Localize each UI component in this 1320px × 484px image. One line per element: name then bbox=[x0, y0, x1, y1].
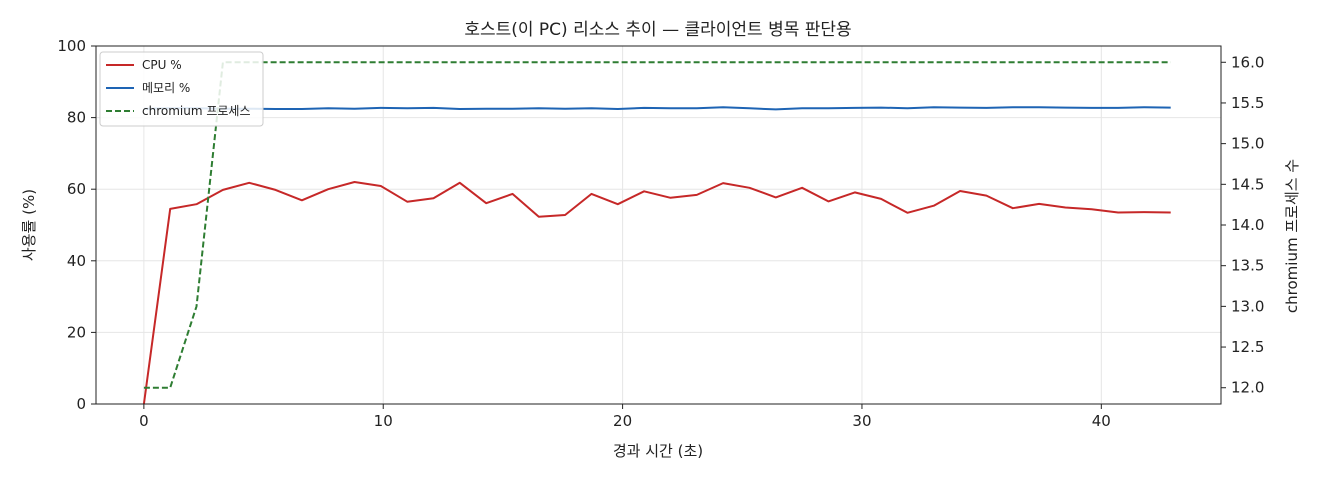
legend-box bbox=[99, 51, 264, 127]
x-tick-label: 0 bbox=[139, 412, 149, 430]
legend-label-chromium: chromium 프로세스 bbox=[142, 104, 251, 118]
y2-tick-label: 12.5 bbox=[1231, 338, 1264, 356]
x-tick-label: 40 bbox=[1092, 412, 1111, 430]
y-tick-label: 0 bbox=[76, 395, 86, 413]
y2-tick-label: 13.5 bbox=[1231, 257, 1264, 275]
y2-tick-label: 13.0 bbox=[1231, 297, 1264, 315]
y-tick-label: 20 bbox=[67, 323, 86, 341]
axes-layer: 0 10 20 30 40 0 20 40 60 80 100 12.0 12.5 13.0 13.5 14.… bbox=[57, 37, 1264, 430]
x-axis-title: 경과 시간 (초) bbox=[613, 442, 703, 460]
x-tick-label: 10 bbox=[374, 412, 393, 430]
y2-tick-label: 14.5 bbox=[1231, 175, 1264, 193]
y2-axis-title: chromium 프로세스 수 bbox=[1283, 159, 1301, 313]
y2-tick-label: 16.0 bbox=[1231, 53, 1264, 71]
chart-title: 호스트(이 PC) 리소스 추이 — 클라이언트 병목 판단용 bbox=[464, 20, 851, 40]
y-tick-label: 40 bbox=[67, 252, 86, 270]
y2-tick-label: 15.5 bbox=[1231, 94, 1264, 112]
legend-label-cpu: CPU % bbox=[142, 58, 182, 72]
x-tick-label: 30 bbox=[852, 412, 871, 430]
y-tick-label: 80 bbox=[67, 109, 86, 127]
y-tick-label: 100 bbox=[57, 37, 86, 55]
grid-layer bbox=[96, 45, 1221, 405]
legend-label-memory: 메모리 % bbox=[142, 81, 190, 95]
series-layer bbox=[142, 61, 1171, 405]
y2-tick-label: 15.0 bbox=[1231, 135, 1264, 153]
chromium-process-line bbox=[143, 61, 1171, 389]
cpu-line bbox=[142, 181, 1171, 405]
y-axis-title: 사용률 (%) bbox=[20, 189, 38, 261]
legend: CPU % 메모리 % chromium 프로세스 bbox=[99, 51, 264, 127]
y2-tick-label: 12.0 bbox=[1231, 379, 1264, 397]
plot-frame bbox=[95, 45, 1222, 405]
memory-line bbox=[143, 106, 1171, 111]
y2-tick-label: 14.0 bbox=[1231, 216, 1264, 234]
x-tick-label: 20 bbox=[613, 412, 632, 430]
y-tick-label: 60 bbox=[67, 180, 86, 198]
